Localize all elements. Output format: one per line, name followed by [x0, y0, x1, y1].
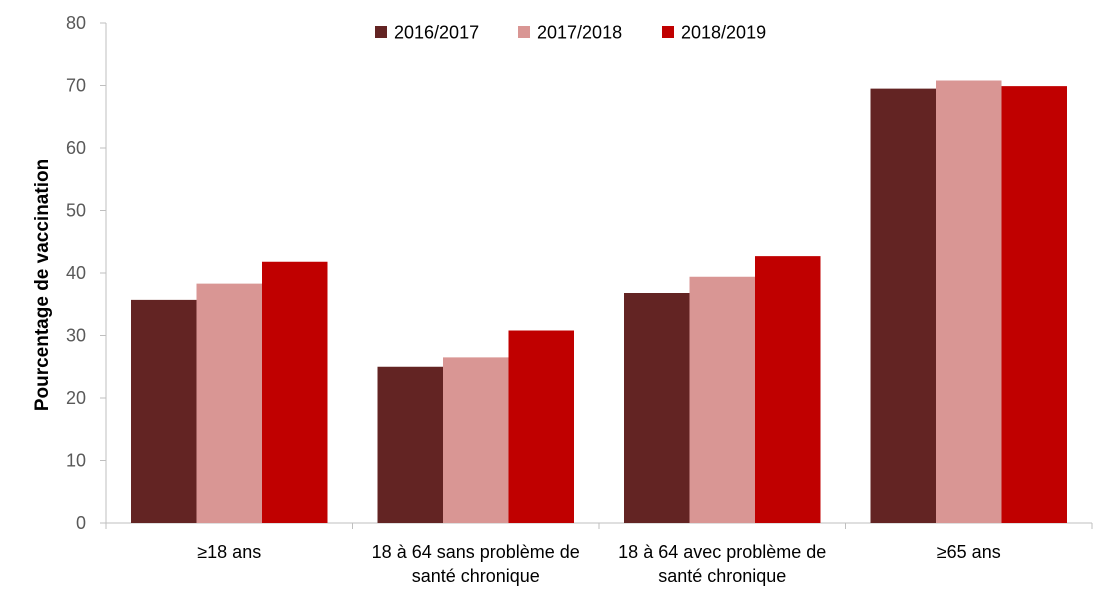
bar	[377, 366, 443, 523]
bar	[508, 330, 574, 523]
x-category-label: ≥65 ans	[937, 542, 1001, 562]
legend-label: 2017/2018	[537, 23, 622, 43]
y-tick-label: 60	[66, 138, 86, 158]
y-tick-label: 0	[76, 513, 86, 533]
legend-swatch	[518, 26, 530, 38]
legend-swatch	[662, 26, 674, 38]
y-tick-label: 20	[66, 388, 86, 408]
legend: 2016/2017 2017/2018 2018/2019	[375, 23, 766, 43]
bar	[196, 283, 262, 523]
y-tick-label: 70	[66, 76, 86, 96]
legend-label: 2016/2017	[394, 23, 479, 43]
bar	[755, 256, 821, 523]
bars	[131, 80, 1067, 523]
y-tick-label: 80	[66, 13, 86, 33]
bar	[689, 276, 755, 523]
x-category-label: ≥18 ans	[197, 542, 261, 562]
y-tick-label: 30	[66, 326, 86, 346]
y-tick-label: 50	[66, 201, 86, 221]
y-tick-label: 40	[66, 263, 86, 283]
bar	[870, 88, 936, 523]
x-category-label: santé chronique	[412, 566, 540, 586]
bar	[624, 293, 690, 523]
bar	[131, 299, 197, 523]
x-category-label: 18 à 64 sans problème de	[372, 542, 580, 562]
bar	[262, 261, 328, 523]
bar	[443, 357, 509, 523]
bar	[936, 80, 1002, 523]
legend-label: 2018/2019	[681, 23, 766, 43]
y-axis-title: Pourcentage de vaccination	[32, 159, 53, 411]
bar	[1001, 86, 1067, 523]
legend-swatch	[375, 26, 387, 38]
y-tick-label: 10	[66, 451, 86, 471]
x-category-label: santé chronique	[658, 566, 786, 586]
labels: 0 10 20 30 40 50 60 70 80 ≥18 ans 18 à 64 sans pro…	[66, 13, 1001, 586]
x-category-label: 18 à 64 avec problème de	[618, 542, 826, 562]
